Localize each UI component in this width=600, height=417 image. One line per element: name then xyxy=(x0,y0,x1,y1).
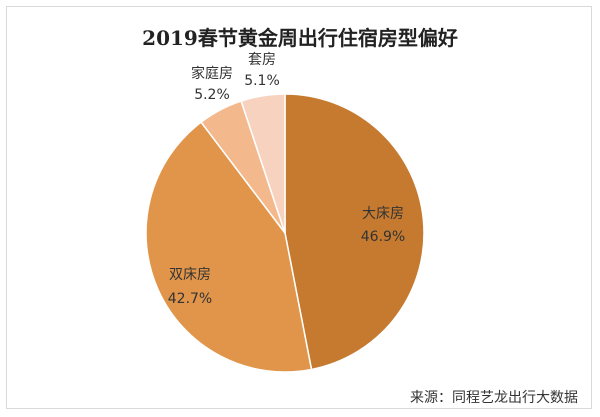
chart-title: 2019春节黄金周出行住宿房型偏好 xyxy=(142,26,458,50)
pie-slice-0 xyxy=(284,93,425,371)
slice-label-value-2: 5.2% xyxy=(194,87,230,103)
slice-label-value-1: 42.7% xyxy=(168,291,212,307)
source-note: 来源：同程艺龙出行大数据 xyxy=(410,390,578,406)
pie-slice-3 xyxy=(240,93,286,234)
slice-label-name-1: 双床房 xyxy=(169,267,211,283)
slice-label-name-3: 套房 xyxy=(248,52,276,68)
slice-label-name-2: 家庭房 xyxy=(191,65,233,82)
slice-label-name-0: 大床房 xyxy=(362,206,404,222)
slice-label-value-0: 46.9% xyxy=(361,229,405,245)
pie-slice-1 xyxy=(145,121,313,373)
pie-slices xyxy=(145,93,425,373)
slice-label-value-3: 5.1% xyxy=(244,73,280,89)
